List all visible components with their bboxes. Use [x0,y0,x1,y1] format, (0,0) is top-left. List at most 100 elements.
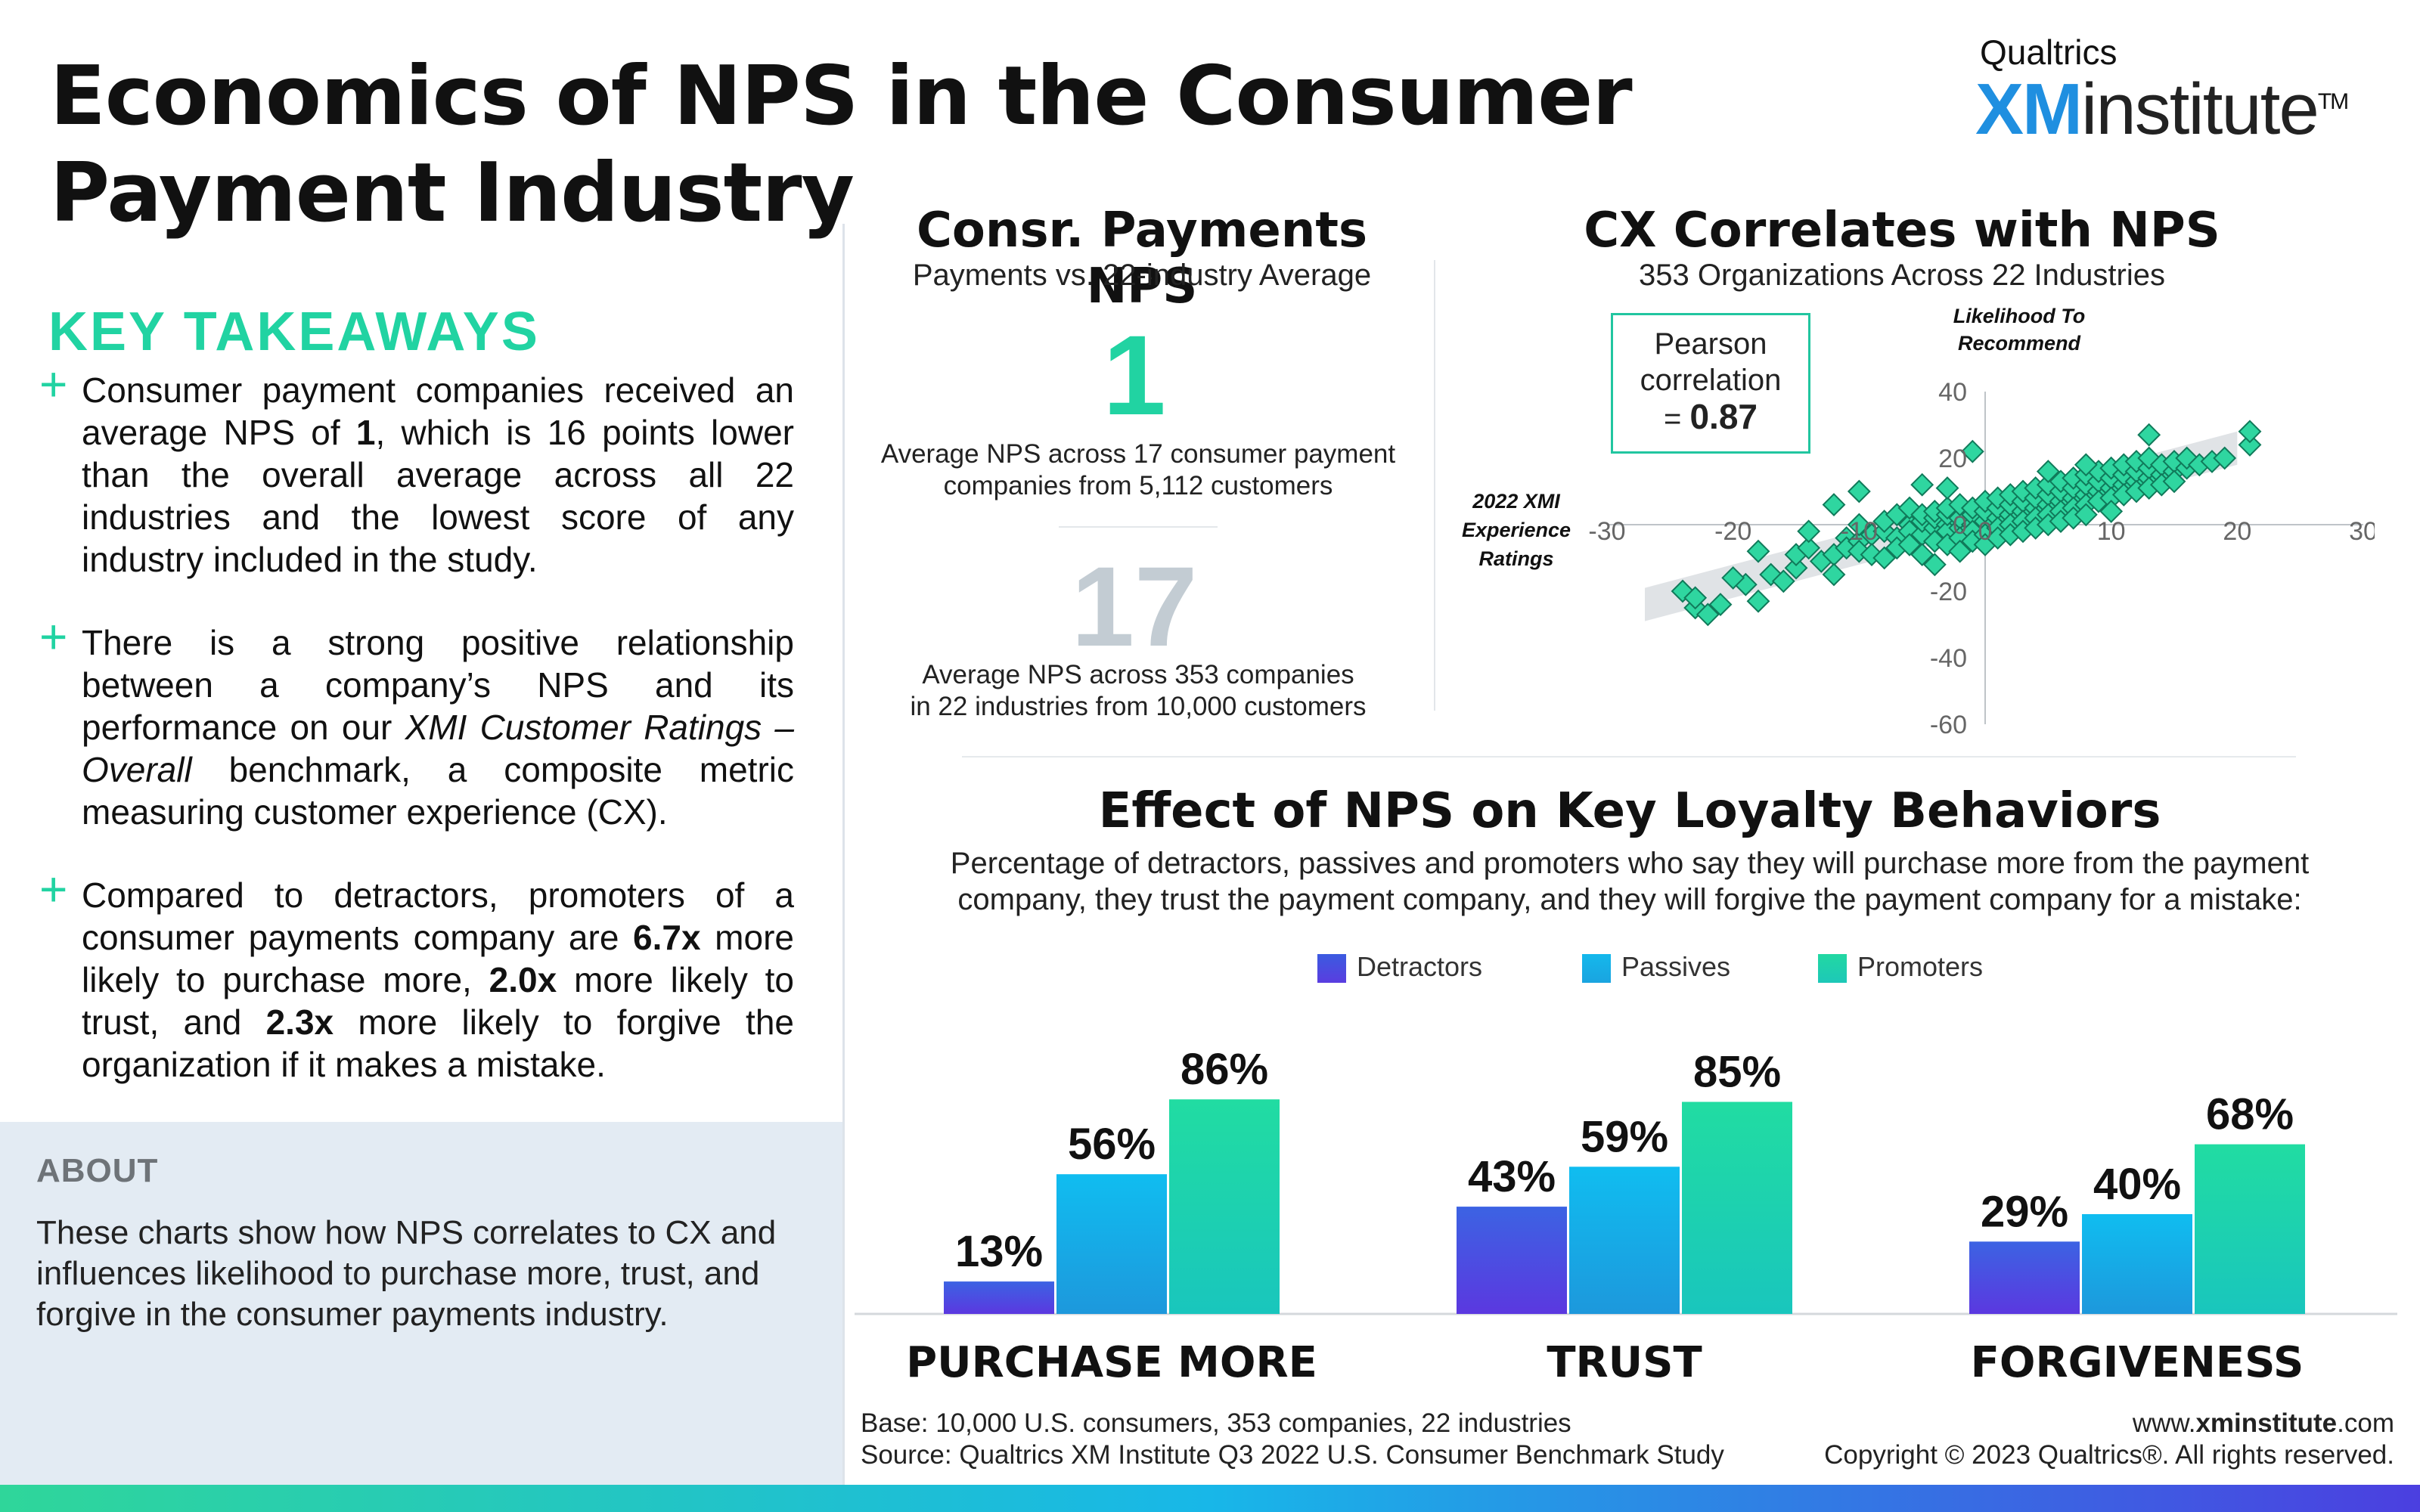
bar [1682,1101,1792,1314]
industry-caption-line: in 22 industries from 10,000 customers [910,692,1367,721]
vertical-divider [1434,260,1435,711]
takeaway-emphasis: 2.0x [489,960,557,999]
bar [2195,1144,2305,1314]
takeaway-item: + Compared to detractors, promoters of a… [39,865,795,1086]
vertical-divider [842,224,845,1485]
pearson-prefix: = [1663,402,1690,435]
y-axis-title-line: Recommend [1957,332,2081,355]
category-label: FORGIVENESS [1970,1338,2304,1387]
legend-label: Passives [1621,951,1731,982]
logo: XMinstituteTM [1975,68,2349,151]
bar [1969,1241,2080,1314]
y-axis-title-line: Likelihood To [1953,305,2086,327]
pearson-box: Pearson correlation = 0.87 [1611,313,1810,454]
page-title: Economics of NPS in the Consumer Payment… [50,49,1633,240]
data-point [1935,476,1959,500]
data-point [1960,439,1984,463]
footer-copyright: Copyright © 2023 Qualtrics®. All rights … [1824,1440,2394,1470]
industry-nps-value: 17 [1071,543,1198,670]
takeaway-item: + Consumer payment companies received an… [39,360,794,581]
scatter-chart: -30 -20 -10 0 10 20 30 40 20 0 -20 -40 -60 [1588,378,2375,739]
scatter-heading: CX Correlates with NPS [1584,203,2220,259]
loyalty-bar-chart: 13% 56% 86% 43% 59% 85% 29% 40% 68% [855,1045,2397,1315]
legend-swatch [1818,954,1847,984]
industry-caption: Average NPS across 353 companies in 22 i… [862,659,1414,723]
data-point [1922,553,1947,577]
takeaway-emphasis: 6.7x [633,918,701,957]
x-tick-label: -10 [1841,517,1878,546]
payments-nps-value: 1 [1103,311,1166,438]
about-panel [0,1122,844,1485]
data-point [1872,546,1897,570]
website-suffix: .com [2337,1408,2394,1438]
bar-value-label: 85% [1693,1048,1781,1097]
legend-detractors: Detractors [1317,951,1482,984]
takeaway-text-part: more likely to trust, and [82,960,795,1042]
data-point [2036,460,2060,484]
y-tick-label: 40 [1938,378,1967,407]
data-point [2074,453,2098,477]
data-point [2238,432,2262,457]
logo-institute: institute [2081,69,2319,150]
data-point [1948,539,1972,563]
bar [1457,1207,1567,1314]
footer-website[interactable]: www.xminstitute.com [2133,1408,2394,1439]
loyalty-subheading: Percentage of detractors, passives and p… [862,845,2397,918]
data-point [2137,446,2161,470]
pearson-label: Pearson [1654,327,1767,361]
pearson-label: correlation [1640,364,1782,397]
nps-heading: Consr. Payments NPS [916,203,1368,314]
nps-caption-line: Average NPS across 17 consumer payment [880,439,1396,469]
key-takeaways-heading: KEY TAKEAWAYS [48,302,540,362]
data-point [1759,562,1783,587]
data-point [1771,569,1795,593]
bar-value-label: 59% [1581,1112,1668,1161]
data-point [1910,472,1934,497]
x-tick-label: 0 [1978,517,1993,546]
x-tick-label: 30 [2349,517,2375,546]
x-axis-title-line: 2022 XMI [1472,490,1560,513]
takeaway-text-part: There is a strong positive relationship … [82,623,794,747]
x-axis-title-line: Ratings [1478,547,1554,570]
bar [1056,1174,1167,1314]
data-point [1746,589,1770,613]
data-point [1797,536,1821,560]
pearson-value: 0.87 [1689,397,1758,436]
takeaway-text-part: , which is 16 points lower than the over… [82,413,794,579]
about-heading: ABOUT [36,1152,159,1189]
category-label: TRUST [1547,1338,1702,1387]
bar-value-label: 43% [1468,1152,1556,1201]
website-name: xminstitute [2195,1408,2338,1438]
bar [944,1281,1054,1314]
data-point [1897,532,1922,556]
y-tick-label: 20 [1938,445,1967,473]
website-prefix: www. [2132,1408,2196,1438]
data-point [1847,513,1871,537]
x-tick-label: -30 [1588,517,1625,546]
legend-passives: Passives [1582,951,1731,984]
y-axis-title: Likelihood To Recommend [1906,302,2133,357]
logo-xm: XM [1975,69,2083,150]
bar-value-label: 40% [2093,1160,2181,1209]
data-point [1822,562,1846,587]
data-point [1910,543,1934,567]
takeaway-emphasis: 2.3x [265,1002,334,1042]
takeaway-text-part: benchmark, a composite metric measuring … [82,750,794,832]
takeaway-emphasis: XMI Customer Ratings – Overall [82,708,794,789]
logo-brand: Qualtrics [1980,33,2118,72]
data-point [2238,420,2262,444]
y-tick-label: 0 [1953,511,1967,540]
x-axis-title: 2022 XMI Experience Ratings [1437,487,1596,573]
plus-icon: + [39,609,68,664]
takeaway-emphasis: 1 [355,413,376,452]
bar-value-label: 29% [1981,1187,2068,1236]
data-point [2137,423,2161,447]
category-label: PURCHASE MORE [906,1338,1317,1387]
data-point [1784,556,1808,580]
data-point [2099,499,2124,523]
legend-label: Promoters [1857,951,1984,982]
data-point [1696,603,1720,627]
takeaway-text-part: more likely to purchase more, [82,918,794,999]
y-tick-label: -20 [1930,578,1967,606]
nps-divider [1059,526,1218,528]
